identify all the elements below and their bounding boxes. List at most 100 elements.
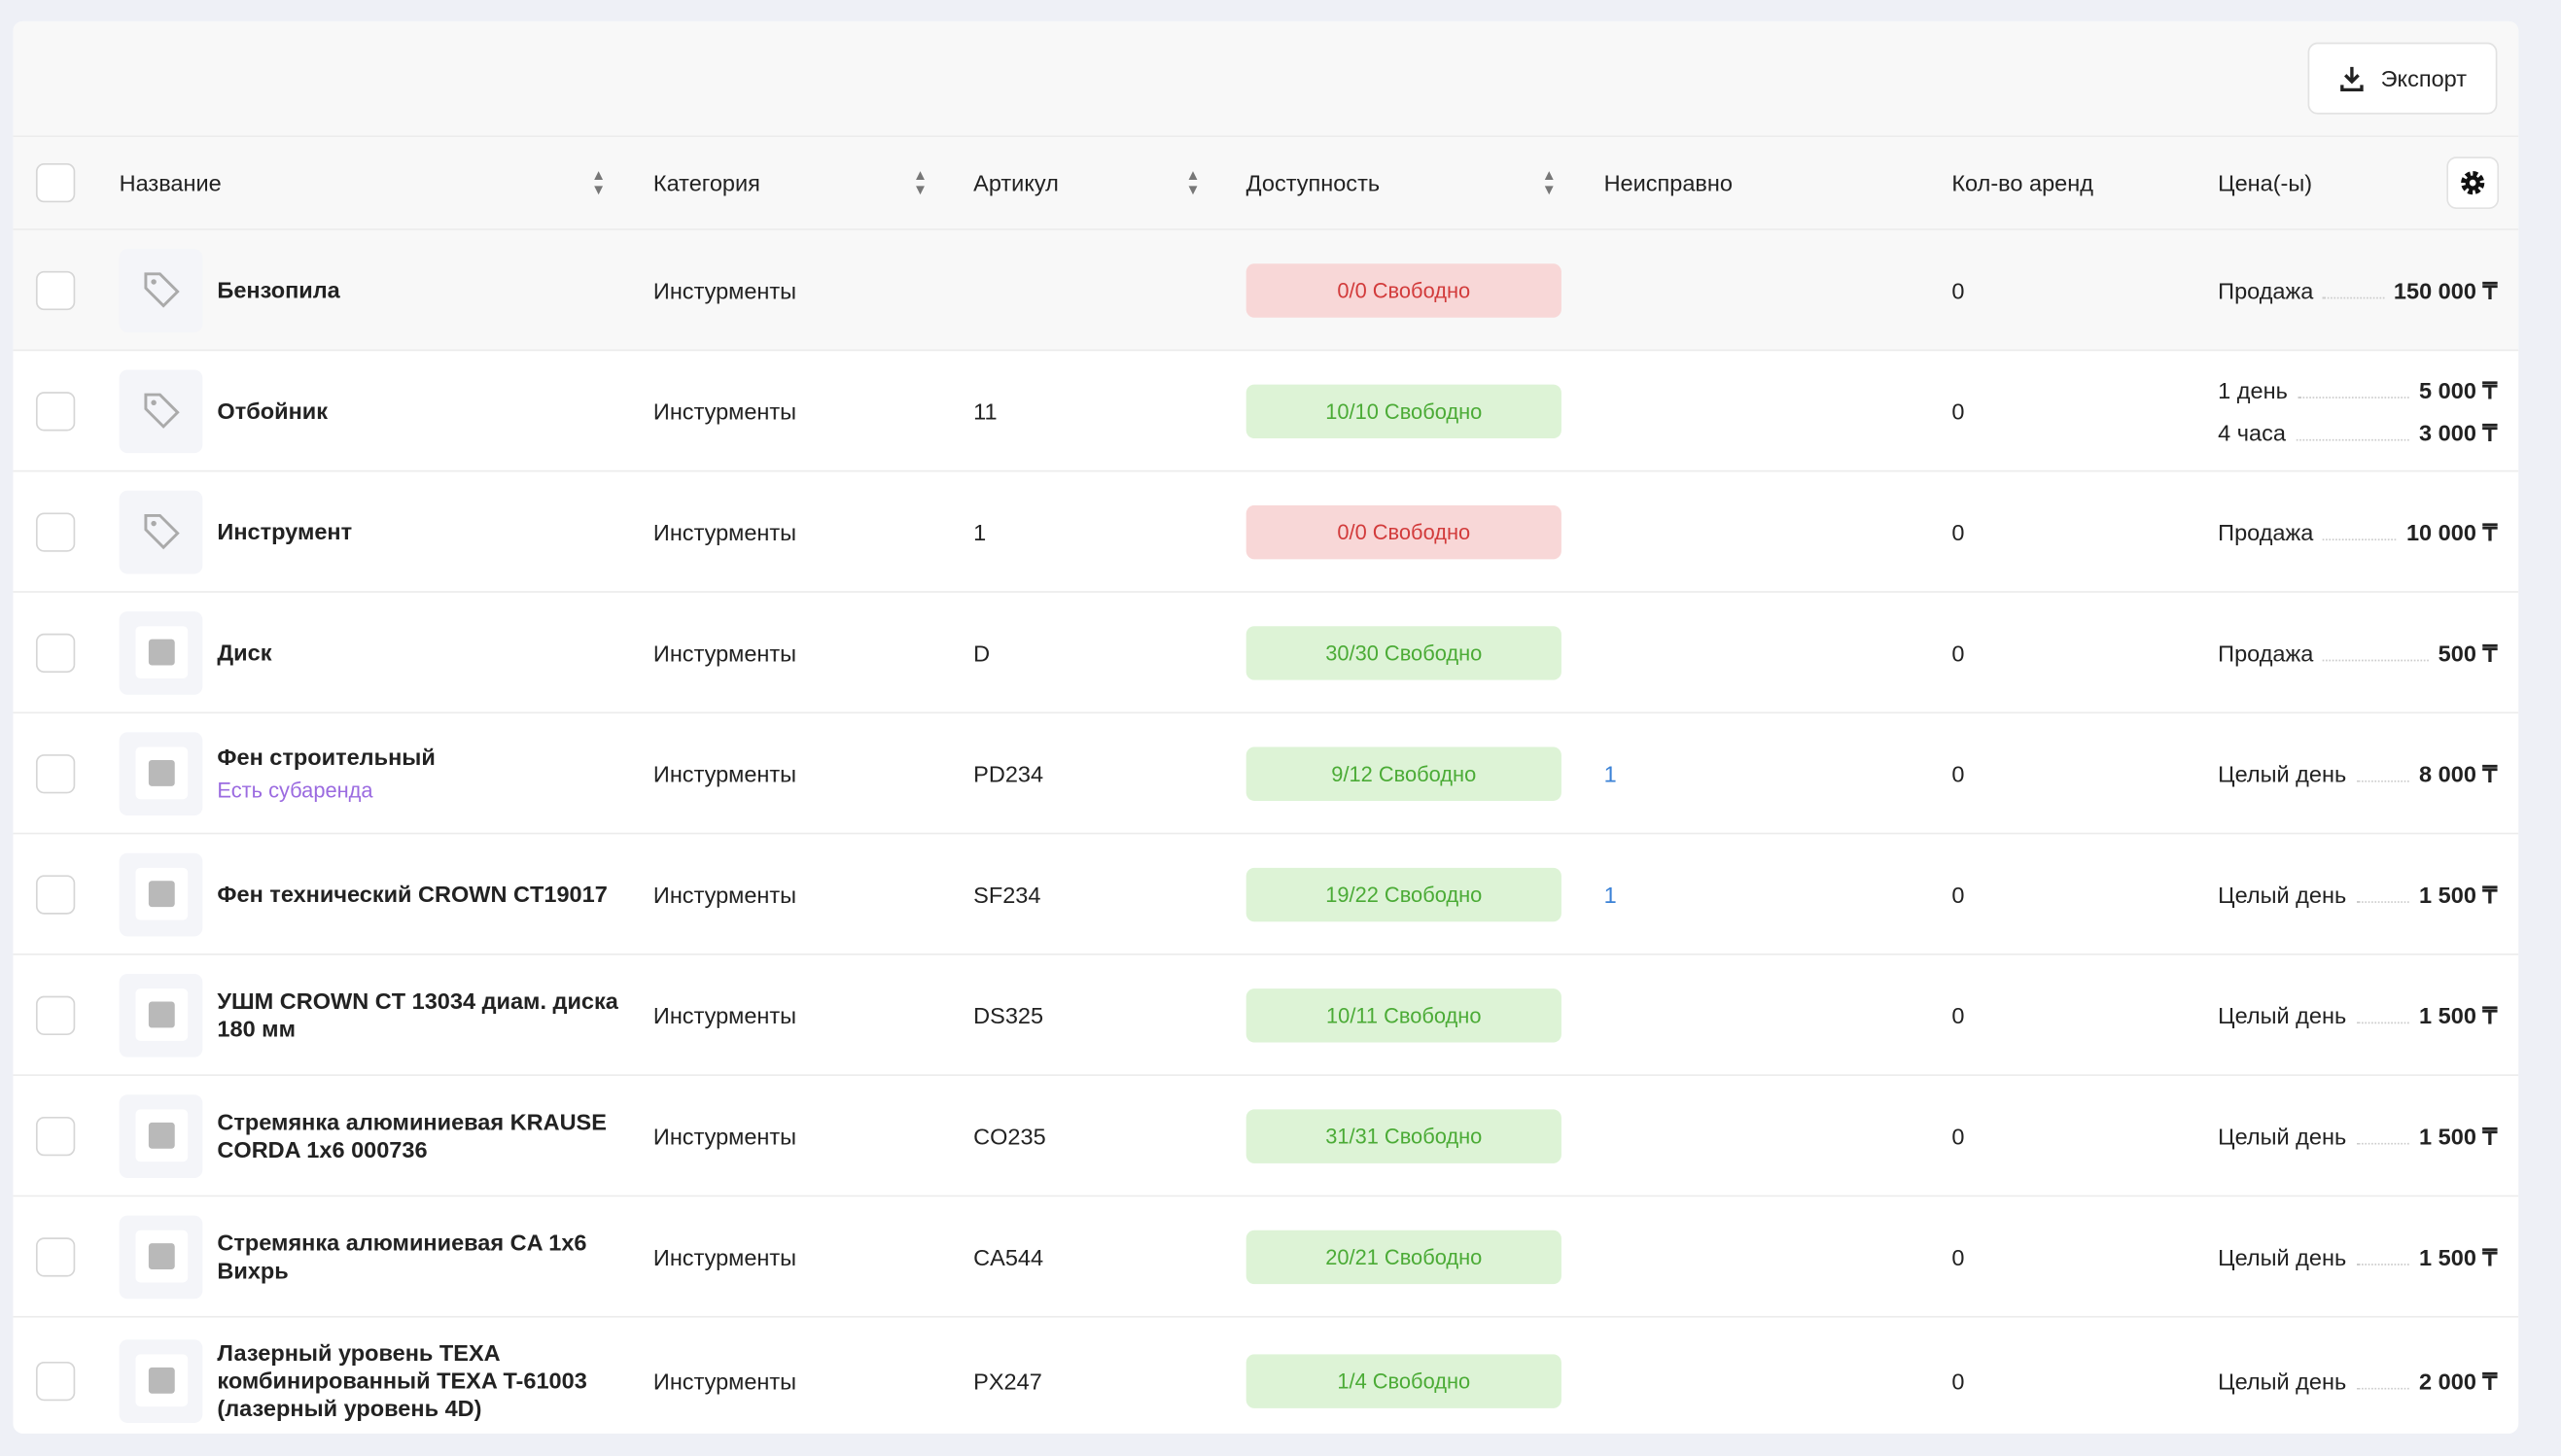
toolbar: Экспорт xyxy=(13,20,2519,138)
checkbox[interactable] xyxy=(35,1361,76,1401)
category: Инстурменты xyxy=(652,1001,797,1028)
sort-icon[interactable]: ▲ ▼ xyxy=(913,166,928,198)
rentals-count: 0 xyxy=(1951,1122,1965,1149)
tag-icon xyxy=(143,393,179,429)
checkbox[interactable] xyxy=(35,1116,76,1156)
category: Инстурменты xyxy=(652,1122,797,1149)
rentals-count: 0 xyxy=(1951,1001,1965,1028)
product-image xyxy=(134,1230,188,1283)
checkbox[interactable] xyxy=(35,753,76,793)
product-image xyxy=(134,1109,188,1162)
prices: Продажа 150 000 ₸ xyxy=(2218,268,2497,311)
category: Инстурменты xyxy=(652,1243,797,1270)
sort-icon[interactable]: ▲ ▼ xyxy=(591,166,607,198)
price-amount: 500 ₸ xyxy=(2438,639,2498,666)
price-amount: 1 500 ₸ xyxy=(2419,1243,2498,1270)
sku: CA544 xyxy=(973,1243,1044,1270)
dots xyxy=(2356,875,2409,903)
product-image xyxy=(134,626,188,678)
prices: Целый день 1 500 ₸ xyxy=(2218,1235,2497,1278)
dots xyxy=(2296,412,2409,440)
price-amount: 2 000 ₸ xyxy=(2419,1367,2498,1394)
rentals-count: 0 xyxy=(1951,639,1965,666)
table-row: Стремянка алюминиевая KRAUSE CORDA 1x6 0… xyxy=(13,1076,2519,1197)
table-row: Фен технический CROWN CT19017 Инстурменты… xyxy=(13,834,2519,955)
card: Экспорт Название ▲ ▼ Категория ▲ ▼ Артикул ▲ ▼ До… xyxy=(13,20,2519,1434)
rentals-count: 0 xyxy=(1951,759,1965,786)
rentals-count: 0 xyxy=(1951,398,1965,424)
rentals-count: 0 xyxy=(1951,1243,1965,1270)
table-row: Диск Инстурменты D 30/30 Свободно 0 Продажа 50… xyxy=(13,593,2519,714)
price-label: Целый день xyxy=(2218,1367,2347,1394)
sort-icon[interactable]: ▲ ▼ xyxy=(1185,166,1201,198)
broken-count: 1 xyxy=(1603,881,1617,908)
prices: Целый день 2 000 ₸ xyxy=(2218,1359,2497,1402)
column-header: Кол-во аренд xyxy=(1951,169,2093,196)
price-line: 4 часа 3 000 ₸ xyxy=(2218,410,2497,453)
dots xyxy=(2297,369,2409,399)
gear-icon xyxy=(2461,171,2485,195)
export-button[interactable]: Экспорт xyxy=(2307,42,2498,115)
price-label: Продажа xyxy=(2218,639,2314,666)
price-line: Целый день 8 000 ₸ xyxy=(2218,752,2497,795)
sort-icon[interactable]: ▲ ▼ xyxy=(1541,166,1557,198)
dots xyxy=(2356,1236,2409,1265)
availability-badge: 9/12 Свободно xyxy=(1245,745,1561,801)
rentals-count: 0 xyxy=(1951,518,1965,545)
checkbox[interactable] xyxy=(35,994,76,1035)
product-thumb xyxy=(119,1338,203,1423)
price-line: Продажа 10 000 ₸ xyxy=(2218,510,2497,553)
rentals-count: 0 xyxy=(1951,276,1965,303)
table-row: Инструмент Инстурменты 1 0/0 Свободно 0 Прода… xyxy=(13,471,2519,593)
column-header: Категория xyxy=(652,169,760,196)
name-text: Инструмент xyxy=(217,517,353,544)
table-row: Отбойник Инстурменты 11 10/10 Свободно 0 1 де… xyxy=(13,351,2519,472)
price-label: Целый день xyxy=(2218,1122,2347,1149)
availability-badge: 10/11 Свободно xyxy=(1245,988,1561,1042)
category: Инстурменты xyxy=(652,639,797,666)
column-header: Цена(-ы) xyxy=(2218,169,2313,196)
checkbox[interactable] xyxy=(35,511,76,551)
sku: PD234 xyxy=(973,759,1044,786)
settings-button[interactable] xyxy=(2446,156,2500,210)
prices: Целый день 1 500 ₸ xyxy=(2218,993,2497,1036)
product-name: Отбойник xyxy=(217,397,625,425)
column-header: Неисправно xyxy=(1603,169,1733,196)
table-row: Лазерный уровень TEXA комбинированный TE… xyxy=(13,1318,2518,1434)
column-header: Артикул xyxy=(973,169,1059,196)
price-label: Продажа xyxy=(2218,518,2314,545)
price-amount: 1 500 ₸ xyxy=(2419,881,2498,908)
price-label: 1 день xyxy=(2218,376,2288,403)
sku: SF234 xyxy=(973,881,1041,908)
category: Инстурменты xyxy=(652,759,797,786)
price-label: Целый день xyxy=(2218,1001,2347,1028)
product-name: Инструмент xyxy=(217,517,625,545)
checkbox[interactable] xyxy=(35,270,76,310)
price-line: Целый день 2 000 ₸ xyxy=(2218,1359,2497,1402)
product-image xyxy=(134,867,188,920)
tag-icon xyxy=(143,272,179,308)
tag-icon xyxy=(143,513,179,550)
checkbox[interactable] xyxy=(35,632,76,673)
availability-badge: 31/31 Свободно xyxy=(1245,1108,1561,1163)
product-name: Бензопила xyxy=(217,276,625,304)
price-line: Продажа 150 000 ₸ xyxy=(2218,268,2497,311)
price-amount: 1 500 ₸ xyxy=(2419,1122,2498,1149)
checkbox[interactable] xyxy=(35,162,76,203)
product-image xyxy=(134,746,188,800)
column-header: Название xyxy=(119,169,222,196)
name-text: Диск xyxy=(217,638,272,665)
sku: 1 xyxy=(973,518,987,545)
price-amount: 3 000 ₸ xyxy=(2419,418,2498,445)
prices: Целый день 1 500 ₸ xyxy=(2218,1114,2497,1157)
name-text: Фен строительный xyxy=(217,743,436,770)
checkbox[interactable] xyxy=(35,874,76,914)
sku: 11 xyxy=(973,398,998,424)
availability-badge: 0/0 Свободно xyxy=(1245,504,1561,559)
dots xyxy=(2356,995,2409,1023)
category: Инстурменты xyxy=(652,398,797,424)
checkbox[interactable] xyxy=(35,1236,76,1276)
export-label: Экспорт xyxy=(2380,65,2467,92)
checkbox[interactable] xyxy=(35,391,76,431)
column-header: Доступность xyxy=(1245,169,1381,196)
